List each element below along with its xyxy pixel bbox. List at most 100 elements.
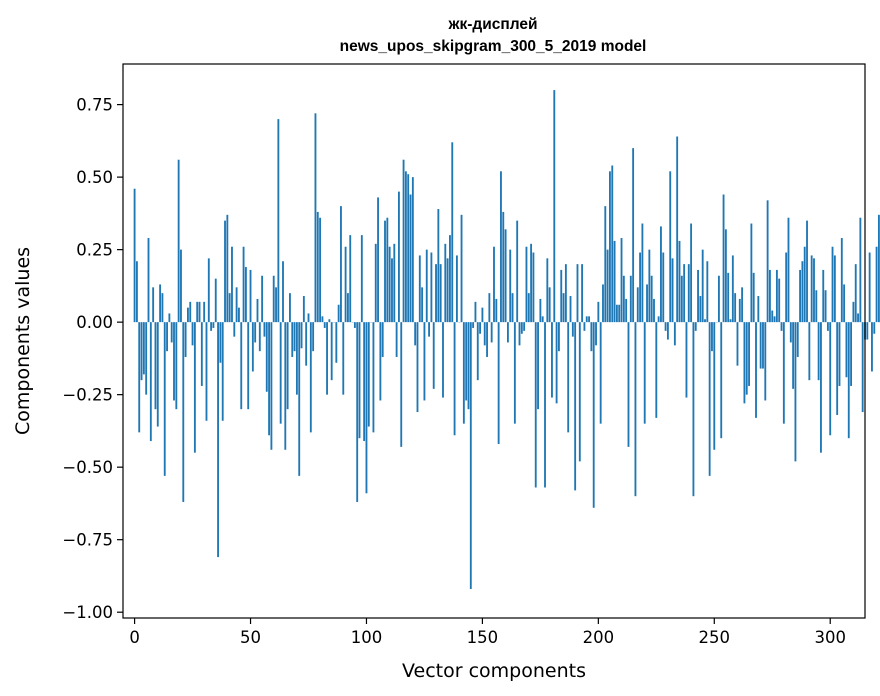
bar <box>212 322 215 328</box>
bar <box>446 258 449 323</box>
bar <box>180 249 182 323</box>
bar <box>416 322 419 413</box>
bar <box>286 322 289 410</box>
bar <box>778 278 781 323</box>
bar <box>154 322 157 410</box>
bar <box>678 240 681 323</box>
bar <box>576 264 579 323</box>
bar <box>741 287 744 323</box>
bar <box>221 322 224 421</box>
chart-title: жк-дисплей <box>447 16 537 33</box>
bar <box>469 322 472 589</box>
y-tick-label: 0.25 <box>76 241 113 260</box>
bar <box>309 322 312 433</box>
bar <box>597 301 600 323</box>
chart-subtitle: news_upos_skipgram_300_5_2019 model <box>340 38 647 55</box>
bar <box>634 322 637 497</box>
x-tick-label: 150 <box>467 628 499 647</box>
bar <box>752 272 755 323</box>
bar <box>606 249 609 323</box>
y-tick-label: −0.25 <box>62 386 113 405</box>
bar <box>729 319 732 323</box>
bar <box>815 290 818 323</box>
bar <box>852 301 855 323</box>
bar <box>792 322 795 389</box>
bar <box>411 177 414 323</box>
bar <box>787 217 790 323</box>
y-tick-label: −0.75 <box>62 531 113 550</box>
bar <box>558 322 560 352</box>
bar <box>845 322 848 378</box>
bar <box>794 322 797 462</box>
bar <box>694 322 697 331</box>
x-tick-label: 300 <box>814 628 846 647</box>
bar <box>495 298 498 323</box>
bar <box>439 264 442 323</box>
bar <box>520 322 523 334</box>
bar <box>690 223 693 323</box>
bar <box>300 322 303 349</box>
bar <box>323 322 326 328</box>
bar <box>613 240 616 323</box>
bar <box>727 272 730 323</box>
bar <box>307 313 310 323</box>
bar <box>525 246 528 323</box>
x-axis-ticks: 0 50 100 150 200 250 300 <box>129 618 846 647</box>
bar <box>833 255 836 323</box>
bar <box>395 322 398 357</box>
bar <box>655 322 658 418</box>
bar <box>796 322 799 357</box>
bar <box>564 264 567 323</box>
bar <box>625 298 628 323</box>
bar <box>219 322 222 363</box>
y-axis-label: Components values <box>12 247 34 435</box>
bar <box>553 90 556 323</box>
bar <box>546 258 549 323</box>
bar <box>697 269 699 323</box>
bar <box>346 293 349 323</box>
x-tick-label: 100 <box>351 628 383 647</box>
bar <box>187 307 189 323</box>
bar <box>706 261 709 323</box>
bar <box>567 322 570 433</box>
bar <box>569 296 572 323</box>
bar <box>595 322 597 346</box>
bar <box>627 322 630 447</box>
bar <box>836 322 839 415</box>
bar <box>142 322 145 375</box>
bar <box>748 322 750 386</box>
bar <box>175 322 178 410</box>
y-axis-ticks: −1.00 −0.75 −0.50 −0.25 0.00 0.25 0.50 0.75 <box>62 96 123 622</box>
bar <box>340 206 342 323</box>
x-tick-label: 50 <box>240 628 261 647</box>
bar <box>261 275 264 323</box>
bar <box>539 298 542 323</box>
bar <box>314 113 317 323</box>
bar <box>316 211 319 323</box>
bar <box>817 322 820 381</box>
bar <box>442 322 444 398</box>
bar <box>548 287 551 323</box>
bar <box>664 322 667 331</box>
bar <box>544 322 546 488</box>
x-tick-label: 250 <box>699 628 731 647</box>
bar <box>738 298 741 323</box>
bar <box>193 322 196 453</box>
bar <box>444 243 447 323</box>
bar <box>360 235 363 323</box>
bar <box>571 322 574 337</box>
bar <box>513 322 516 424</box>
bar <box>764 322 767 401</box>
bar <box>699 296 702 323</box>
bar <box>244 267 247 323</box>
bar <box>769 269 771 323</box>
bar <box>472 322 475 328</box>
bar <box>646 284 648 323</box>
bar <box>488 293 491 323</box>
bar <box>527 293 530 323</box>
bar <box>189 301 192 323</box>
bar <box>673 322 676 346</box>
bar <box>724 229 727 323</box>
